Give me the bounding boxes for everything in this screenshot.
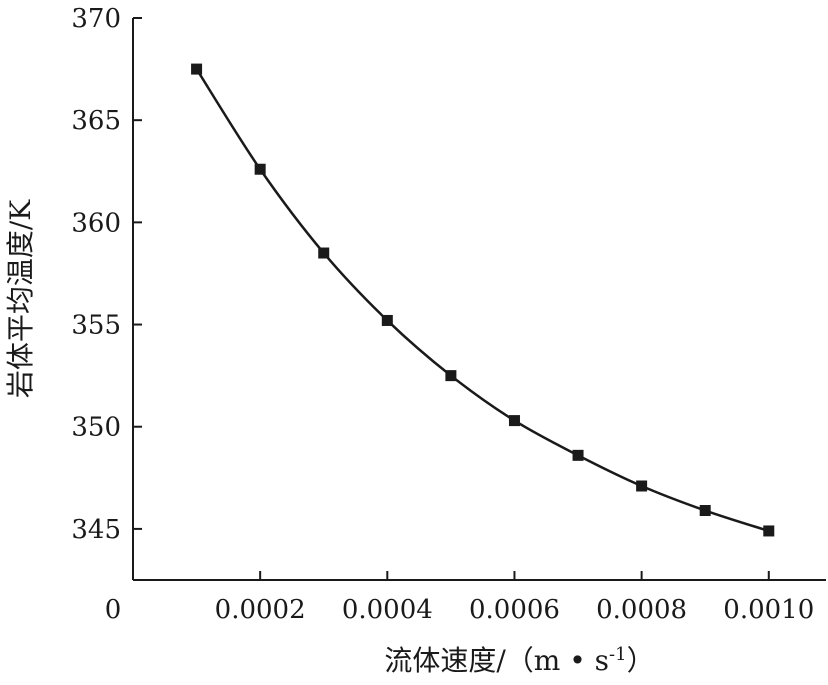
data-point-marker	[699, 505, 711, 517]
y-tick-label: 370	[71, 4, 121, 34]
x-axis-title-close: ）	[627, 644, 655, 677]
data-point-marker	[508, 415, 520, 427]
data-point-marker	[572, 449, 584, 461]
y-tick-label: 360	[71, 208, 121, 238]
y-tick-label: 345	[71, 515, 121, 545]
x-tick-label: 0.0010	[723, 595, 814, 625]
data-point-marker	[191, 63, 203, 75]
y-ticks: 345 350 355 360 365 370	[71, 4, 142, 545]
x-axis-title-superscript: -1	[609, 644, 627, 665]
x-origin-label: 0	[105, 595, 122, 625]
x-tick-label: 0.0006	[469, 595, 560, 625]
data-point-marker	[445, 370, 457, 382]
data-point-marker	[763, 525, 775, 537]
x-tick-label: 0.0008	[596, 595, 687, 625]
data-point-marker	[381, 314, 393, 326]
y-tick-label: 365	[71, 106, 121, 136]
y-axis-title: 岩体平均温度/K	[4, 199, 37, 398]
data-point-marker	[254, 163, 266, 175]
axes	[132, 18, 826, 581]
x-ticks: 0.0002 0.0004 0.0006 0.0008 0.0010	[215, 571, 814, 625]
series-line	[195, 68, 770, 533]
x-axis-title-main: 流体速度/（m • s	[384, 644, 609, 677]
series-layer	[191, 63, 775, 537]
data-point-marker	[636, 480, 648, 492]
x-tick-label: 0.0004	[342, 595, 433, 625]
y-tick-label: 350	[71, 413, 121, 443]
y-tick-label: 355	[71, 311, 121, 341]
data-point-marker	[318, 247, 330, 259]
x-tick-label: 0.0002	[215, 595, 306, 625]
x-axis-title: 流体速度/（m • s-1）	[384, 644, 654, 677]
